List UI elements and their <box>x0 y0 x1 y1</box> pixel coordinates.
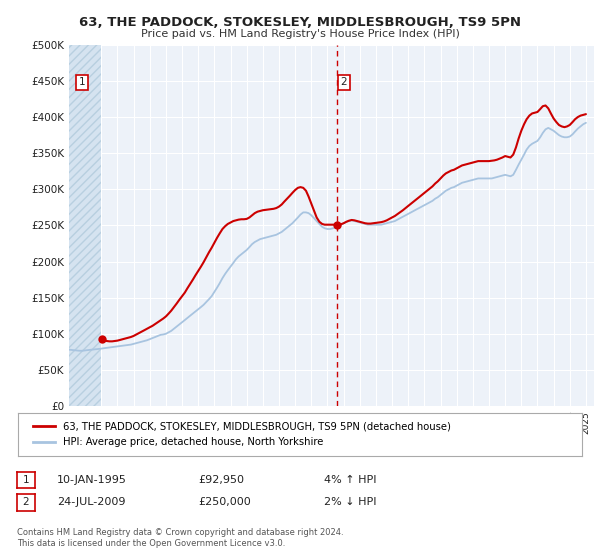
Bar <box>69 45 101 406</box>
Text: 63, THE PADDOCK, STOKESLEY, MIDDLESBROUGH, TS9 5PN: 63, THE PADDOCK, STOKESLEY, MIDDLESBROUG… <box>79 16 521 29</box>
Text: 24-JUL-2009: 24-JUL-2009 <box>57 497 125 507</box>
Text: £250,000: £250,000 <box>198 497 251 507</box>
Legend: 63, THE PADDOCK, STOKESLEY, MIDDLESBROUGH, TS9 5PN (detached house), HPI: Averag: 63, THE PADDOCK, STOKESLEY, MIDDLESBROUG… <box>29 418 455 451</box>
Text: Price paid vs. HM Land Registry's House Price Index (HPI): Price paid vs. HM Land Registry's House … <box>140 29 460 39</box>
Text: 10-JAN-1995: 10-JAN-1995 <box>57 475 127 485</box>
Text: 2: 2 <box>22 497 29 507</box>
Text: 4% ↑ HPI: 4% ↑ HPI <box>324 475 377 485</box>
Text: 2% ↓ HPI: 2% ↓ HPI <box>324 497 377 507</box>
Text: 1: 1 <box>79 77 85 87</box>
Text: Contains HM Land Registry data © Crown copyright and database right 2024.
This d: Contains HM Land Registry data © Crown c… <box>17 528 343 548</box>
Text: 2: 2 <box>341 77 347 87</box>
Text: 1: 1 <box>22 475 29 485</box>
Text: £92,950: £92,950 <box>198 475 244 485</box>
